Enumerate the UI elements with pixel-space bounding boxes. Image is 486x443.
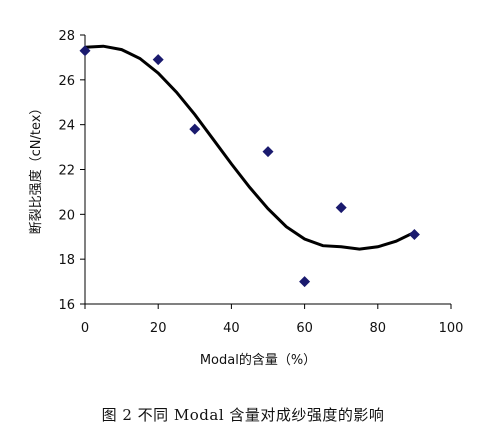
data-point: [152, 54, 164, 66]
x-tick-label: 100: [439, 321, 464, 336]
x-tick-label: 80: [370, 321, 387, 336]
x-axis-title: Modal的含量（%）: [200, 352, 316, 368]
y-tick-label: 18: [58, 253, 75, 268]
x-tick-label: 0: [81, 321, 89, 336]
x-tick-label: 20: [150, 321, 167, 336]
x-axis-ticks: 0 20 40 60 80 100: [81, 304, 464, 336]
chart-axes: [84, 35, 451, 305]
data-points: [79, 45, 420, 288]
figure-caption: 图 2 不同 Modal 含量对成纱强度的影响: [101, 406, 385, 424]
trendline: [84, 44, 416, 251]
y-tick-label: 26: [58, 74, 75, 89]
data-point: [79, 45, 91, 57]
y-axis-title: 断裂比强度（cN/tex）: [28, 102, 44, 235]
data-point: [299, 276, 311, 288]
data-point: [408, 229, 420, 241]
y-tick-label: 24: [58, 119, 75, 134]
data-point: [262, 146, 274, 158]
y-tick-label: 16: [58, 298, 75, 313]
y-tick-label: 28: [58, 29, 75, 44]
x-tick-label: 40: [223, 321, 240, 336]
y-tick-label: 20: [58, 208, 75, 223]
y-tick-label: 22: [58, 164, 75, 179]
x-tick-label: 60: [296, 321, 313, 336]
data-point: [189, 123, 201, 135]
y-axis-ticks: 16 18 20 22 24 26 28: [58, 29, 85, 313]
data-point: [335, 202, 347, 214]
